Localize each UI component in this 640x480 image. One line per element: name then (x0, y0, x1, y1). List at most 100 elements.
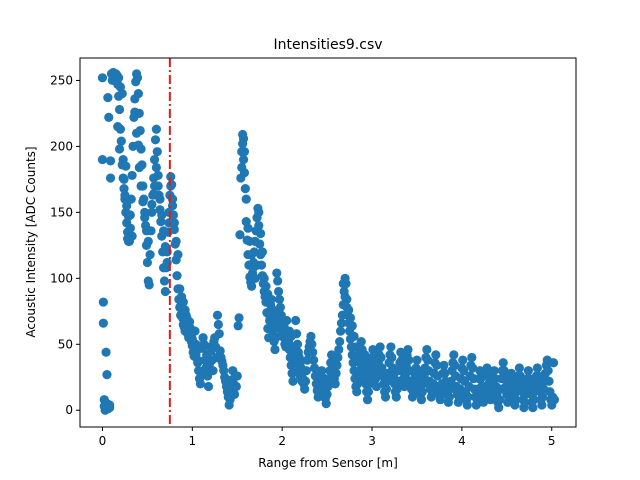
data-point (239, 168, 250, 178)
data-point (122, 201, 132, 211)
x-axis-ticks: 0 1 2 3 4 5 (99, 427, 556, 448)
data-point (532, 363, 542, 373)
data-point (247, 249, 257, 260)
data-point (149, 154, 160, 165)
data-point (234, 313, 244, 323)
data-point (529, 395, 539, 405)
data-point (273, 286, 284, 297)
data-point (417, 387, 427, 397)
data-point (105, 400, 115, 410)
data-point (362, 395, 373, 405)
data-point (335, 337, 345, 347)
chart-title: Intensities9.csv (273, 37, 382, 53)
data-point (254, 207, 264, 217)
data-point (334, 344, 344, 355)
data-point (184, 321, 194, 331)
data-point (288, 342, 298, 352)
y-axis-ticks: 0 50 100 150 200 250 (50, 73, 80, 417)
data-point (147, 199, 157, 210)
data-point (281, 342, 291, 352)
data-point (520, 397, 530, 407)
data-point (182, 313, 192, 323)
data-point (435, 395, 445, 405)
data-point (439, 360, 449, 370)
data-point (120, 190, 130, 200)
data-point (254, 220, 264, 231)
data-point (291, 358, 302, 368)
x-tick-label: 4 (458, 434, 466, 448)
x-tick-label: 1 (188, 434, 196, 448)
data-point (155, 194, 165, 204)
data-point (101, 347, 111, 357)
data-point (523, 366, 533, 376)
data-point (345, 313, 356, 323)
data-point (241, 194, 251, 204)
data-point (515, 371, 525, 381)
data-point (498, 358, 508, 368)
data-point (392, 384, 402, 394)
data-point (387, 352, 397, 363)
data-point (98, 297, 108, 307)
data-point (362, 358, 372, 368)
data-point (422, 344, 432, 355)
data-point (380, 392, 391, 402)
data-point (144, 280, 154, 290)
data-point (266, 294, 276, 305)
plot-area-frame (79, 57, 577, 428)
data-point (332, 360, 342, 370)
data-point (490, 373, 500, 384)
data-point (524, 373, 534, 384)
data-point (247, 281, 257, 291)
data-point (117, 89, 127, 99)
data-point (382, 376, 392, 386)
data-point (458, 355, 468, 365)
data-point (189, 342, 199, 352)
data-point (338, 279, 348, 289)
data-point (114, 73, 124, 83)
data-point (147, 207, 157, 217)
data-point (240, 184, 250, 194)
data-point (213, 319, 223, 330)
data-point (549, 395, 560, 405)
data-point (459, 366, 469, 376)
data-point (300, 384, 310, 394)
data-point (140, 213, 150, 223)
data-point (369, 376, 379, 386)
data-point (208, 366, 218, 376)
data-point (171, 236, 181, 246)
data-point (391, 392, 401, 402)
x-tick-label: 0 (99, 434, 107, 448)
data-point (142, 257, 152, 268)
data-point (105, 156, 116, 166)
y-tick-label: 100 (50, 271, 73, 285)
data-point (412, 355, 422, 365)
data-point (322, 389, 332, 400)
x-tick-label: 2 (278, 434, 286, 448)
data-point (495, 395, 505, 405)
data-point (141, 226, 152, 236)
data-point (367, 366, 377, 376)
data-point (97, 73, 108, 83)
data-point (114, 144, 125, 154)
data-point (352, 387, 362, 397)
data-point (537, 400, 547, 410)
data-point (344, 305, 354, 315)
data-point (467, 352, 477, 363)
data-point (239, 147, 250, 157)
data-point (273, 276, 283, 286)
data-point (309, 355, 319, 365)
data-point (349, 331, 359, 341)
data-point (119, 174, 129, 184)
data-point (160, 286, 170, 297)
data-point (290, 350, 300, 360)
y-tick-label: 150 (50, 205, 73, 219)
data-point (123, 211, 134, 221)
data-point (386, 342, 396, 352)
data-point (132, 73, 143, 83)
data-point (153, 181, 163, 191)
x-tick-label: 3 (368, 434, 376, 448)
data-point (427, 387, 437, 397)
data-point (431, 350, 441, 360)
data-point (413, 366, 423, 376)
data-point (149, 189, 159, 199)
